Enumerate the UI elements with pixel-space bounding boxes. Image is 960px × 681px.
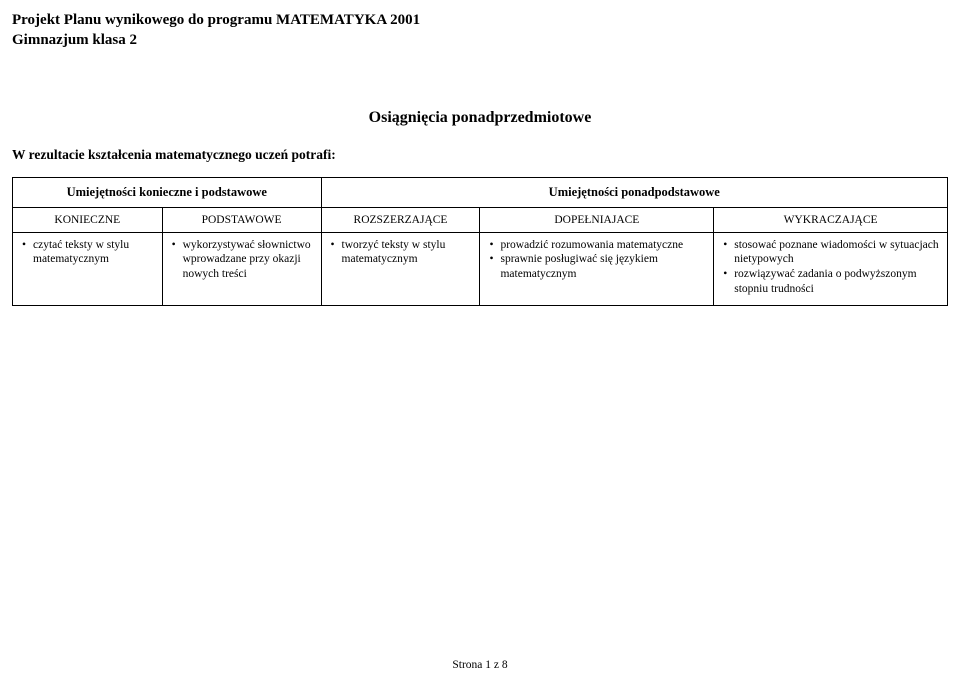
- table-group-header-row: Umiejętności konieczne i podstawowe Umie…: [13, 177, 948, 207]
- list-item: prowadzić rozumowania matematyczne: [500, 238, 705, 253]
- cell-podstawowe: wykorzystywać słownictwo wprowadzane prz…: [162, 232, 321, 306]
- list-item: tworzyć teksty w stylu matematycznym: [342, 238, 472, 268]
- group-header-right: Umiejętności ponadpodstawowe: [321, 177, 947, 207]
- doc-title-line2: Gimnazjum klasa 2: [12, 30, 948, 50]
- group-header-left: Umiejętności konieczne i podstawowe: [13, 177, 322, 207]
- doc-title-line1: Projekt Planu wynikowego do programu MAT…: [12, 10, 948, 30]
- list-item: wykorzystywać słownictwo wprowadzane prz…: [183, 238, 313, 283]
- col-header-konieczne: KONIECZNE: [13, 207, 163, 232]
- cell-wykraczajace: stosować poznane wiadomości w sytuacjach…: [714, 232, 948, 306]
- cell-dopelniajace: prowadzić rozumowania matematycznesprawn…: [480, 232, 714, 306]
- section-subtitle: W rezultacie kształcenia matematycznego …: [12, 147, 948, 163]
- table-body-row: czytać teksty w stylu matematycznym wyko…: [13, 232, 948, 306]
- col-header-dopelniajace: DOPEŁNIAJACE: [480, 207, 714, 232]
- table-column-header-row: KONIECZNE PODSTAWOWE ROZSZERZAJĄCE DOPEŁ…: [13, 207, 948, 232]
- cell-konieczne: czytać teksty w stylu matematycznym: [13, 232, 163, 306]
- list-item: czytać teksty w stylu matematycznym: [33, 238, 154, 268]
- col-header-wykraczajace: WYKRACZAJĄCE: [714, 207, 948, 232]
- list-item: sprawnie posługiwać się językiem matemat…: [500, 252, 705, 282]
- list-item: stosować poznane wiadomości w sytuacjach…: [734, 238, 939, 268]
- section-heading: Osiągnięcia ponadprzedmiotowe: [12, 109, 948, 127]
- col-header-podstawowe: PODSTAWOWE: [162, 207, 321, 232]
- cell-rozszerzajace: tworzyć teksty w stylu matematycznym: [321, 232, 480, 306]
- skills-table: Umiejętności konieczne i podstawowe Umie…: [12, 177, 948, 307]
- list-item: rozwiązywać zadania o podwyższonym stopn…: [734, 267, 939, 297]
- col-header-rozszerzajace: ROZSZERZAJĄCE: [321, 207, 480, 232]
- page-footer: Strona 1 z 8: [0, 659, 960, 671]
